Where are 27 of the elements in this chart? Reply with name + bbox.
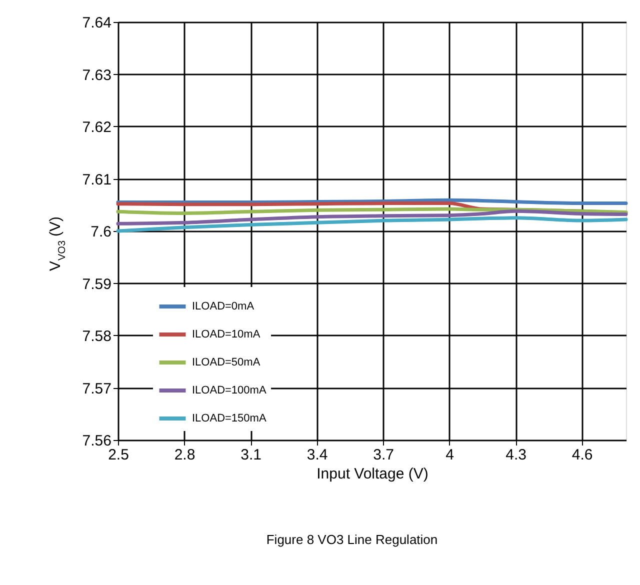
x-tick-label: 4 xyxy=(446,446,454,464)
y-tick-label: 7.61 xyxy=(82,171,112,188)
x-tick-label: 4.3 xyxy=(506,446,526,464)
x-tick-label: 2.5 xyxy=(108,446,129,464)
y-tick-label: 7.57 xyxy=(82,380,112,398)
x-tick-label: 4.6 xyxy=(572,446,593,464)
y-tick-label: 7.56 xyxy=(82,432,112,450)
y-axis-title: VVO3 (V) xyxy=(47,216,68,271)
line-series xyxy=(116,209,628,226)
x-axis-title: Input Voltage (V) xyxy=(316,466,428,482)
y-tick-label: 7.63 xyxy=(82,66,112,84)
x-tick-label: 3.7 xyxy=(373,446,394,464)
x-tick-label: 3.4 xyxy=(306,446,328,464)
y-tick-label: 7.59 xyxy=(82,276,112,293)
y-tick-label: 7.58 xyxy=(82,328,112,345)
line-series xyxy=(116,216,628,233)
legend-label: ILOAD=100mA xyxy=(192,384,267,396)
x-tick-label: 2.8 xyxy=(174,446,196,464)
y-tick-label: 7.6 xyxy=(90,224,112,240)
caption: Figure 8 VO3 Line Regulation xyxy=(266,532,438,547)
legend-label: ILOAD=150mA xyxy=(192,412,267,424)
x-tick-label: 3.1 xyxy=(240,446,262,464)
legend-label: ILOAD=50mA xyxy=(192,356,261,368)
y-tick-label: 7.62 xyxy=(82,119,112,136)
legend-label: ILOAD=10mA xyxy=(192,328,261,340)
legend-label: ILOAD=0mA xyxy=(192,300,255,312)
y-tick-label: 7.64 xyxy=(82,14,112,32)
